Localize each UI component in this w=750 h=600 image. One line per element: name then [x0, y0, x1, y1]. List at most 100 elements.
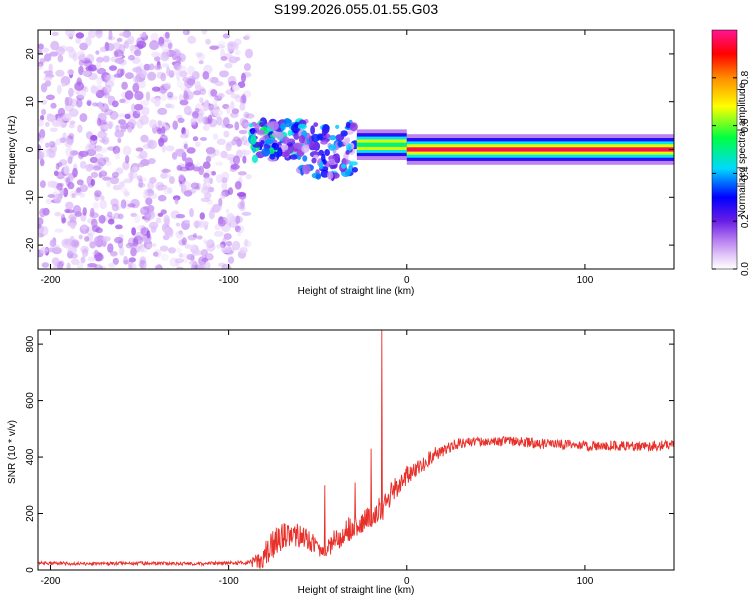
heatmap-cell: [45, 121, 50, 127]
y-tick-label: 10: [25, 96, 36, 108]
heatmap-cell: [69, 150, 79, 156]
heatmap-cell: [56, 117, 63, 127]
heatmap-cell: [131, 263, 137, 269]
heatmap-cell: [130, 247, 137, 257]
heatmap-cell: [251, 154, 259, 164]
heatmap-cell: [227, 256, 235, 264]
heatmap-cell: [107, 243, 114, 254]
heatmap-cell: [114, 236, 124, 244]
x-tick-label: 0: [404, 576, 410, 587]
heatmap-cell: [176, 79, 182, 88]
heatmap-cell: [39, 208, 46, 218]
heatmap-cell: [92, 202, 100, 210]
y-tick-label: 200: [25, 505, 36, 522]
heatmap-cell: [55, 46, 65, 56]
heatmap-cell: [45, 247, 56, 253]
heatmap-cell: [239, 117, 247, 127]
heatmap-cell: [256, 129, 265, 135]
heatmap-cell: [137, 79, 146, 89]
heatmap-cell: [165, 103, 173, 109]
heatmap-cell: [134, 74, 140, 85]
heatmap-cell: [69, 120, 76, 125]
heatmap-cell: [227, 246, 235, 256]
heatmap-cell: [45, 142, 50, 148]
heatmap-cell: [341, 163, 347, 169]
heatmap-cell: [132, 110, 141, 119]
heatmap-cell: [173, 62, 182, 71]
colorbar-tick-label: 0.0: [740, 262, 750, 276]
figure-title: S199.2026.055.01.55.G03: [274, 1, 438, 17]
heatmap-cell: [301, 144, 310, 153]
heatmap-cell: [44, 80, 52, 87]
heatmap-cell: [160, 72, 167, 82]
heatmap-cell: [225, 124, 234, 129]
heatmap-cell: [95, 50, 100, 55]
heatmap-cell: [221, 263, 232, 269]
heatmap-cell: [108, 262, 116, 268]
heatmap-cell: [139, 33, 147, 38]
heatmap-cell: [63, 187, 69, 198]
heatmap-cell: [140, 134, 149, 143]
heatmap-cell: [174, 197, 179, 205]
heatmap-cell: [95, 61, 102, 70]
heatmap-cell: [219, 70, 229, 78]
heatmap-cell: [150, 32, 159, 43]
heatmap-cell: [38, 119, 44, 127]
heatmap-cell: [223, 130, 230, 138]
heatmap-cell: [59, 159, 68, 166]
heatmap-cell: [59, 137, 67, 144]
heatmap-cell: [43, 70, 54, 75]
heatmap-cell: [225, 208, 230, 214]
heatmap-cell: [178, 94, 184, 101]
heatmap-cell: [238, 129, 248, 135]
heatmap-cell: [348, 161, 358, 166]
heatmap-cell: [157, 128, 162, 135]
heatmap-cell: [163, 227, 174, 237]
heatmap-cell: [212, 133, 219, 140]
heatmap-cell: [114, 49, 124, 57]
heatmap-cell: [68, 133, 75, 140]
colorbar-ticks: 0.0 0.2 0.4 0.6 0.8: [712, 70, 750, 276]
heatmap-cell: [209, 103, 219, 109]
heatmap-region-1: [248, 117, 305, 164]
heatmap-cell: [261, 147, 271, 157]
snr-y-label: SNR (10 * v/v): [7, 420, 18, 484]
heatmap-cell: [39, 129, 46, 139]
heatmap-cell: [112, 257, 119, 265]
heatmap-cell: [309, 140, 318, 150]
heatmap-cell: [192, 111, 199, 119]
heatmap-cell: [38, 43, 44, 50]
heatmap-cell: [65, 146, 73, 157]
heatmap-cell: [54, 211, 62, 217]
heatmap-cell: [86, 148, 97, 157]
heatmap-cell: [245, 113, 255, 119]
x-tick-label: -200: [40, 576, 60, 587]
heatmap-cell: [172, 48, 180, 57]
heatmap-cell: [335, 124, 340, 129]
heatmap-cell: [199, 97, 204, 104]
heatmap-cell: [194, 80, 201, 91]
heatmap-cell: [108, 65, 118, 71]
heatmap-cell: [167, 91, 174, 98]
heatmap-cell: [220, 56, 228, 61]
heatmap-cell: [192, 233, 198, 238]
heatmap-cell: [80, 256, 86, 264]
heatmap-cell: [100, 195, 105, 201]
heatmap-cell: [86, 142, 96, 150]
heatmap-band: [406, 147, 674, 152]
heatmap-cell: [68, 213, 77, 221]
heatmap-cell: [113, 212, 121, 219]
snr-panel: -200 -100 0 100 0 200 400 600 800 Height of stra…: [7, 329, 675, 596]
heatmap-cell: [190, 117, 197, 123]
heatmap-cell: [96, 76, 103, 86]
heatmap-cell: [183, 90, 189, 100]
heatmap-cell: [243, 111, 250, 119]
heatmap-cell: [193, 90, 202, 96]
heatmap-cell: [147, 71, 157, 81]
heatmap-cell: [67, 69, 75, 75]
heatmap-cell: [264, 139, 274, 145]
heatmap-cell: [44, 53, 52, 62]
x-tick-label: 0: [404, 275, 410, 286]
heatmap-cell: [77, 55, 84, 61]
